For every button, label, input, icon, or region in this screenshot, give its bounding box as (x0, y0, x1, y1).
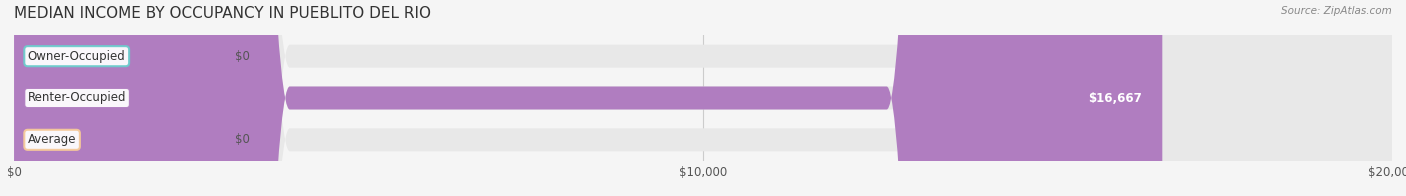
Text: Renter-Occupied: Renter-Occupied (28, 92, 127, 104)
Text: Source: ZipAtlas.com: Source: ZipAtlas.com (1281, 6, 1392, 16)
Text: $16,667: $16,667 (1088, 92, 1142, 104)
Text: MEDIAN INCOME BY OCCUPANCY IN PUEBLITO DEL RIO: MEDIAN INCOME BY OCCUPANCY IN PUEBLITO D… (14, 6, 432, 21)
FancyBboxPatch shape (14, 0, 1392, 196)
Text: Owner-Occupied: Owner-Occupied (28, 50, 125, 63)
Text: Average: Average (28, 133, 76, 146)
Text: $0: $0 (235, 133, 249, 146)
FancyBboxPatch shape (14, 0, 1163, 196)
FancyBboxPatch shape (14, 0, 1392, 196)
Text: $0: $0 (235, 50, 249, 63)
FancyBboxPatch shape (14, 0, 1392, 196)
